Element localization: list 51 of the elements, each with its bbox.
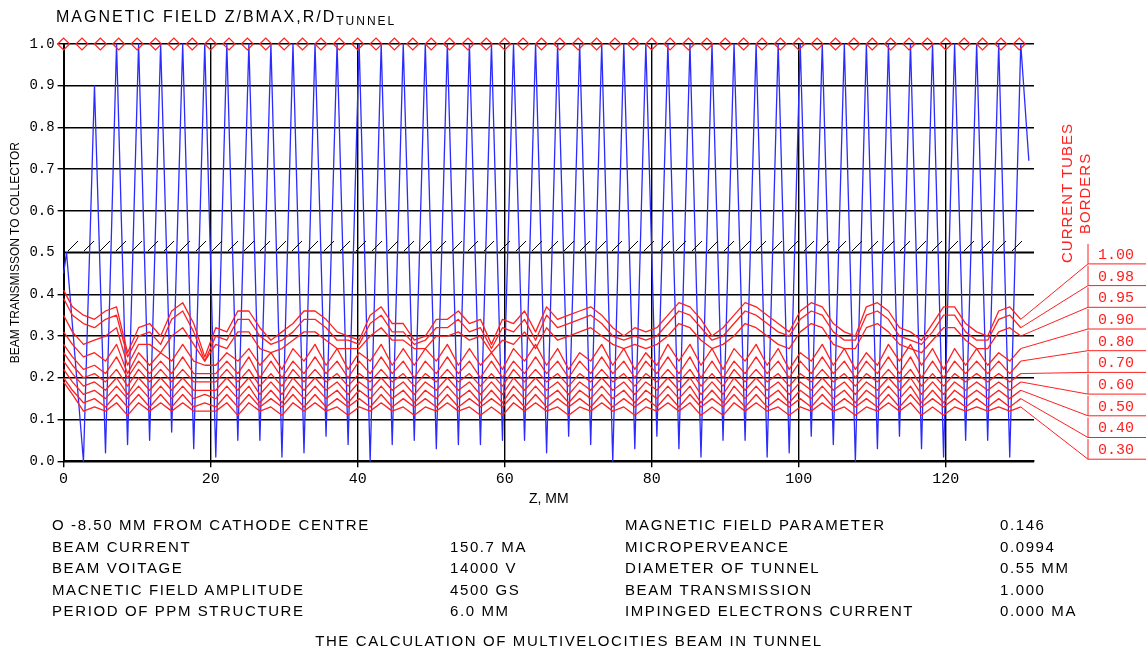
legend-label: 0.80 [1098, 333, 1135, 351]
x-tick-label: 60 [495, 471, 514, 489]
legend-label: 0.40 [1098, 420, 1135, 438]
y-tick-label: 0.3 [29, 327, 55, 344]
x-tick-label: 120 [932, 471, 960, 489]
chart-title: MAGNETIC FIELD Z/BMAX,R/D$_{TUNNEL}$ [56, 8, 397, 28]
text: 4500 GS [450, 579, 522, 600]
legend-label: 0.50 [1098, 398, 1135, 416]
text: 14000 V [450, 558, 519, 578]
text: IMPINGED ELECTRONS CURRENT [625, 601, 916, 621]
text: O -8.50 MM FROM CATHODE CENTRE [52, 515, 371, 535]
legend-label: 0.60 [1098, 377, 1135, 395]
y-tick-label: 0.7 [29, 160, 55, 177]
text: 0.0994 [1000, 536, 1057, 557]
y-tick-label: 0.9 [29, 77, 55, 94]
legend-label: 0.95 [1098, 290, 1135, 308]
text: 0.146 [1000, 515, 1047, 535]
legend-label: 1.00 [1098, 246, 1135, 264]
x-axis-title: Z, MM [528, 490, 569, 507]
text: MICROPERVEANCE [625, 536, 791, 557]
text: BEAM VOITAGE [52, 558, 185, 578]
x-tick-label: 20 [201, 471, 220, 489]
legend-label: 0.90 [1098, 311, 1135, 329]
y-tick-label: 0.0 [29, 452, 55, 469]
text: 6.0 MM [450, 601, 511, 621]
x-tick-label: 40 [348, 471, 367, 489]
x-tick-label: 80 [642, 471, 661, 489]
text: BEAM CURRENT [52, 536, 193, 557]
text: MAGNETIC FIELD PARAMETER [625, 515, 887, 535]
y-axis-title: BEAM TRANSMISSON TO COLLECTOR [7, 141, 22, 364]
y-tick-label: 0.6 [29, 202, 55, 219]
text: BEAM TRANSMISSION [625, 579, 814, 600]
legend-label: 0.30 [1098, 442, 1135, 460]
legend-label: 0.98 [1098, 268, 1135, 286]
x-tick-label: 0 [59, 471, 69, 489]
legend-label: 0.70 [1098, 355, 1135, 373]
y-tick-label: 1.0 [29, 35, 55, 52]
text: PERIOD OF PPM STRUCTURE [52, 601, 306, 621]
y-tick-label: 0.4 [29, 286, 55, 303]
text: 0.55 MM [1000, 558, 1071, 578]
x-tick-label: 100 [785, 471, 813, 489]
text: 0.000 MA [1000, 601, 1078, 621]
y-tick-label: 0.8 [29, 119, 55, 136]
text: MACNETIC FIELD AMPLITUDE [52, 579, 306, 600]
y-tick-label: 0.2 [29, 369, 55, 386]
text: 1.000 [1000, 579, 1047, 600]
y-tick-label: 0.5 [29, 244, 55, 261]
text: 150.7 MA [450, 536, 528, 557]
text: DIAMETER OF TUNNEL [625, 558, 822, 578]
y-tick-label: 0.1 [29, 411, 55, 428]
text: THE CALCULATION OF MULTIVELOCITIES BEAM IN TUNNEL [314, 630, 824, 651]
